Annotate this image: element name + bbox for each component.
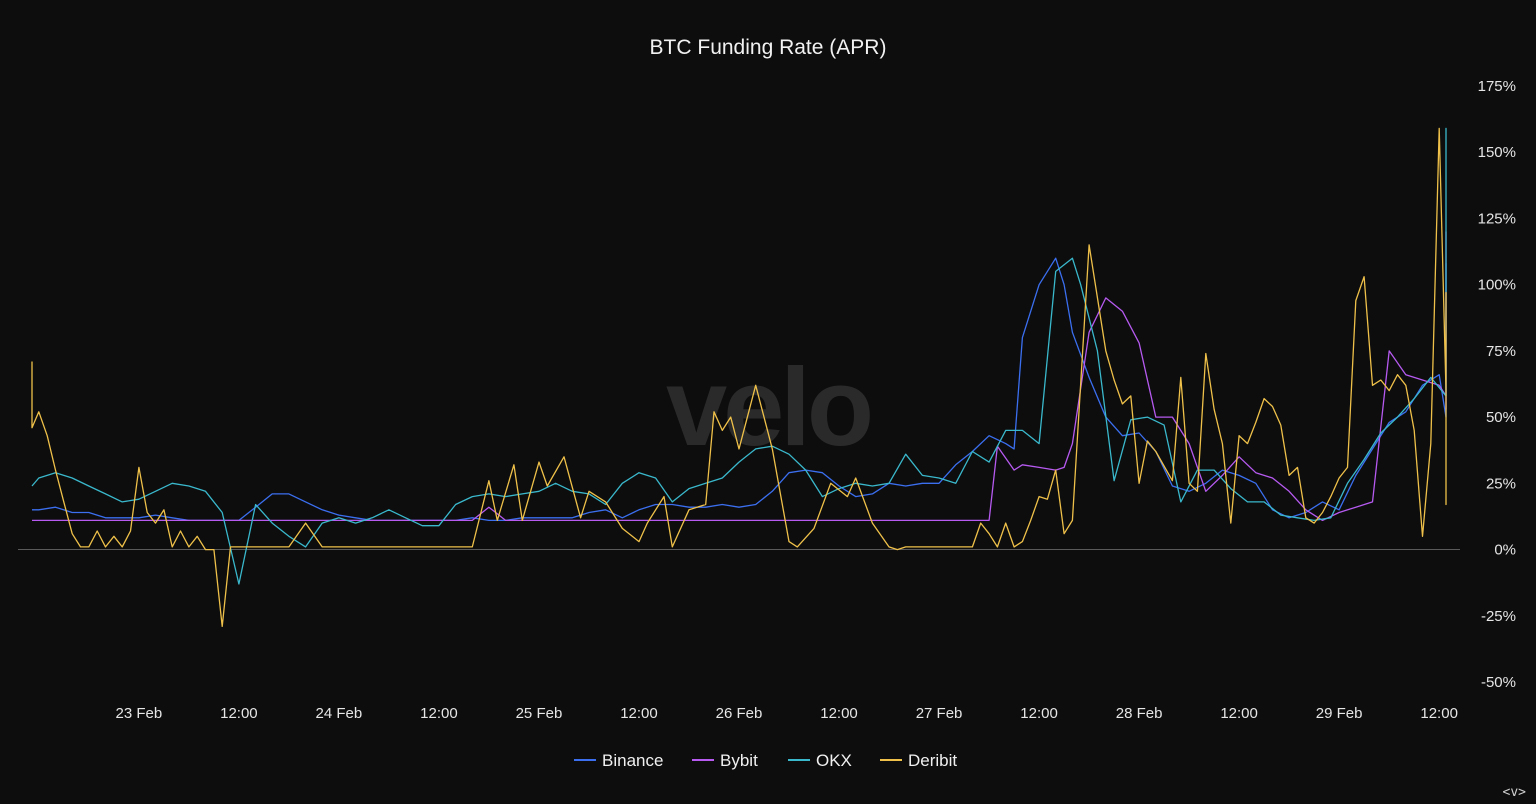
x-tick-label: 12:00 [1420, 705, 1458, 722]
x-tick-label: 26 Feb [716, 705, 763, 722]
legend-item-bybit[interactable]: Bybit [692, 751, 758, 770]
x-tick-label: 27 Feb [916, 705, 963, 722]
y-tick-label: 75% [1486, 343, 1516, 360]
legend-item-deribit[interactable]: Deribit [880, 751, 957, 770]
x-tick-label: 29 Feb [1316, 705, 1363, 722]
y-tick-label: 125% [1478, 210, 1516, 227]
series-group [31, 127, 1447, 628]
y-axis: 175% 150% 125% 100% 75% 50% 25% 0% -25% -50% [1478, 78, 1516, 691]
series-line-binance[interactable] [32, 257, 1447, 522]
legend-label: Deribit [908, 751, 957, 770]
legend-label: Bybit [720, 751, 758, 770]
y-tick-label: 50% [1486, 409, 1516, 426]
x-tick-label: 23 Feb [116, 705, 163, 722]
y-tick-label: -25% [1481, 608, 1516, 625]
y-tick-label: 150% [1478, 144, 1516, 161]
legend-item-okx[interactable]: OKX [788, 751, 852, 770]
chart-title: BTC Funding Rate (APR) [650, 36, 887, 59]
x-tick-label: 12:00 [1020, 705, 1058, 722]
x-tick-label: 12:00 [620, 705, 658, 722]
legend-item-binance[interactable]: Binance [574, 751, 663, 770]
x-tick-label: 12:00 [420, 705, 458, 722]
x-tick-label: 12:00 [220, 705, 258, 722]
legend-label: OKX [816, 751, 852, 770]
y-tick-label: 175% [1478, 78, 1516, 95]
watermark: velo [666, 346, 870, 469]
x-axis: 23 Feb 12:00 24 Feb 12:00 25 Feb 12:00 26 Feb 1… [116, 705, 1458, 722]
x-tick-label: 25 Feb [516, 705, 563, 722]
collapse-toggle-icon[interactable]: <v> [1502, 785, 1526, 800]
y-tick-label: 100% [1478, 277, 1516, 294]
x-tick-label: 12:00 [820, 705, 858, 722]
x-tick-label: 28 Feb [1116, 705, 1163, 722]
y-tick-label: 25% [1486, 475, 1516, 492]
x-tick-label: 24 Feb [316, 705, 363, 722]
legend-label: Binance [602, 751, 663, 770]
legend[interactable]: Binance Bybit OKX Deribit [574, 751, 957, 770]
series-line-deribit[interactable] [31, 127, 1447, 628]
x-tick-label: 12:00 [1220, 705, 1258, 722]
y-tick-label: 0% [1494, 542, 1516, 559]
y-tick-label: -50% [1481, 674, 1516, 691]
